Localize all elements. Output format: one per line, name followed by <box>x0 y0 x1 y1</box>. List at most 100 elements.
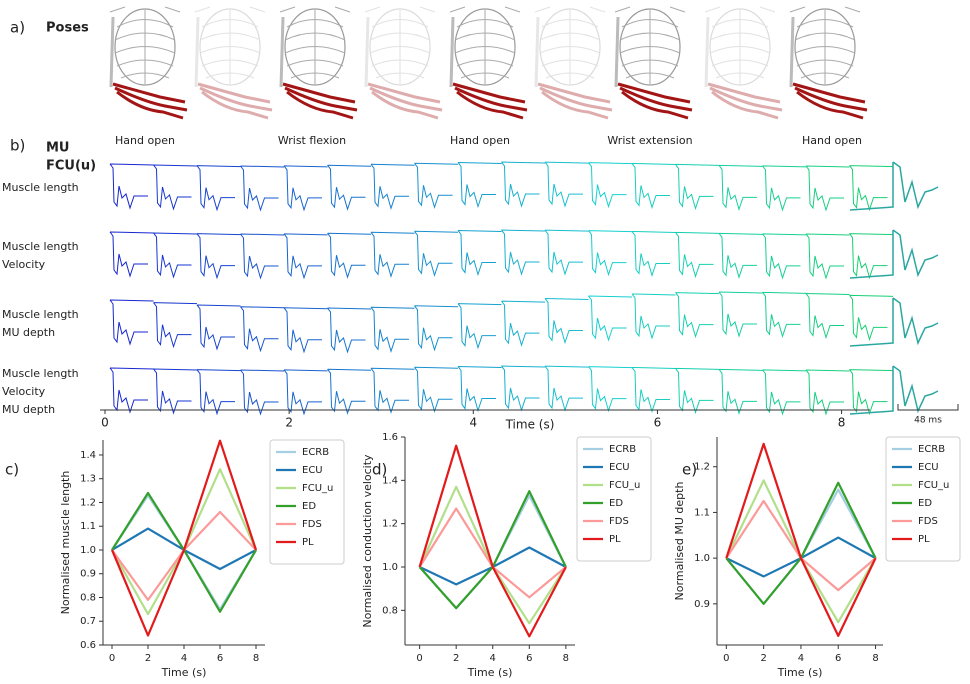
series-line <box>725 442 877 637</box>
pose-label: Hand open <box>115 134 175 147</box>
muap-trace <box>457 303 502 350</box>
muap-trace <box>762 369 807 416</box>
panel-label: a) <box>10 19 25 37</box>
legend-label: ECU <box>609 462 630 473</box>
x-tick-label: 8 <box>253 653 259 664</box>
x-tick-label: 2 <box>285 416 293 430</box>
x-tick-label: 2 <box>760 653 766 664</box>
legend-label: FDS <box>609 516 629 527</box>
x-tick-label: 4 <box>798 653 804 664</box>
panel-title: MU <box>46 141 70 156</box>
muap-trace <box>849 294 894 342</box>
muap-trace <box>631 162 676 210</box>
muap-trace <box>283 233 328 280</box>
muap-trace <box>240 233 285 280</box>
muap-trace <box>283 307 328 354</box>
x-tick-label: 6 <box>526 653 532 664</box>
muap-trace <box>805 165 850 212</box>
row-label: Muscle length <box>2 240 79 253</box>
muap-trace <box>718 291 763 338</box>
row-label: MU depth <box>2 326 55 339</box>
muap-trace <box>370 231 415 278</box>
scale-bar <box>897 404 959 411</box>
y-tick-label: 1.2 <box>694 462 710 473</box>
pose-image <box>448 5 529 120</box>
muap-trace <box>762 165 807 212</box>
x-tick-label: 2 <box>145 653 151 664</box>
muap-trace <box>588 162 633 209</box>
x-tick-label: 8 <box>872 653 878 664</box>
x-tick-label: 8 <box>838 416 846 430</box>
muap-trace <box>588 230 633 277</box>
muap-trace <box>457 161 502 209</box>
x-tick-label: 0 <box>101 416 109 430</box>
scale-bar-label: 48 ms <box>914 416 942 426</box>
y-tick-label: 1.4 <box>382 475 398 486</box>
muap-trace <box>675 231 720 279</box>
y-tick-label: 1.0 <box>694 553 710 564</box>
muap-trace <box>196 304 241 351</box>
muap-trace <box>762 291 807 339</box>
muap-trace <box>240 165 285 212</box>
muap-trace <box>457 365 502 413</box>
row-label: Velocity <box>2 385 46 398</box>
pose-images <box>108 5 869 120</box>
x-axis-label: Time (s) <box>505 418 555 432</box>
muap-trace <box>805 233 850 280</box>
pose-image <box>533 5 614 120</box>
legend-label: ED <box>918 498 932 509</box>
legend-label: ECU <box>302 465 323 476</box>
y-tick-label: 1.3 <box>80 474 96 485</box>
legend-label: ECRB <box>302 447 329 458</box>
muap-trace <box>283 165 328 212</box>
panel-label: b) <box>10 137 25 155</box>
pose-image <box>278 5 359 120</box>
muap-trace <box>849 297 939 347</box>
y-tick-label: 1.0 <box>382 562 398 573</box>
pose-image <box>363 5 444 120</box>
legend-label: ECRB <box>918 444 945 455</box>
x-tick-label: 4 <box>490 653 496 664</box>
x-axis-label: Time (s) <box>161 666 207 679</box>
muap-trace <box>805 292 850 340</box>
x-tick-label: 0 <box>109 653 115 664</box>
y-tick-label: 1.4 <box>80 450 96 461</box>
muap-trace <box>283 369 328 416</box>
muap-trace <box>631 293 676 340</box>
panel-title: FCU(u) <box>46 159 96 174</box>
x-tick-label: 6 <box>654 416 662 430</box>
panel-label: d) <box>372 461 387 479</box>
muap-trace <box>414 162 459 209</box>
x-tick-label: 0 <box>416 653 422 664</box>
legend-label: FCU_u <box>918 480 949 491</box>
x-tick-label: 2 <box>453 653 459 664</box>
y-tick-label: 1.2 <box>80 497 96 508</box>
muap-trace <box>240 369 285 416</box>
muap-trace <box>196 369 241 416</box>
legend-label: PL <box>918 534 930 545</box>
pose-image <box>108 5 189 120</box>
series-line <box>725 479 877 624</box>
legend-label: ECRB <box>609 444 636 455</box>
row-label: Muscle length <box>2 367 79 380</box>
muap-trace <box>196 165 241 212</box>
muap-trace <box>153 368 198 415</box>
series-line <box>418 444 567 638</box>
muap-trace <box>501 161 546 208</box>
y-tick-label: 1.1 <box>80 521 96 532</box>
muap-trace <box>849 369 894 416</box>
muap-trace <box>327 368 372 415</box>
pose-label: Hand open <box>450 134 510 147</box>
muap-trace <box>675 292 720 339</box>
muap-trace <box>762 233 807 280</box>
muap-trace <box>849 365 939 415</box>
muap-trace <box>327 307 372 354</box>
muap-trace <box>805 369 850 416</box>
legend-label: ED <box>302 501 316 512</box>
muap-trace <box>501 300 546 347</box>
y-tick-label: 1.0 <box>80 545 96 556</box>
row-label: Muscle length <box>2 181 79 194</box>
muap-trace <box>544 365 589 412</box>
pose-image <box>703 5 784 120</box>
series-line <box>418 490 567 610</box>
